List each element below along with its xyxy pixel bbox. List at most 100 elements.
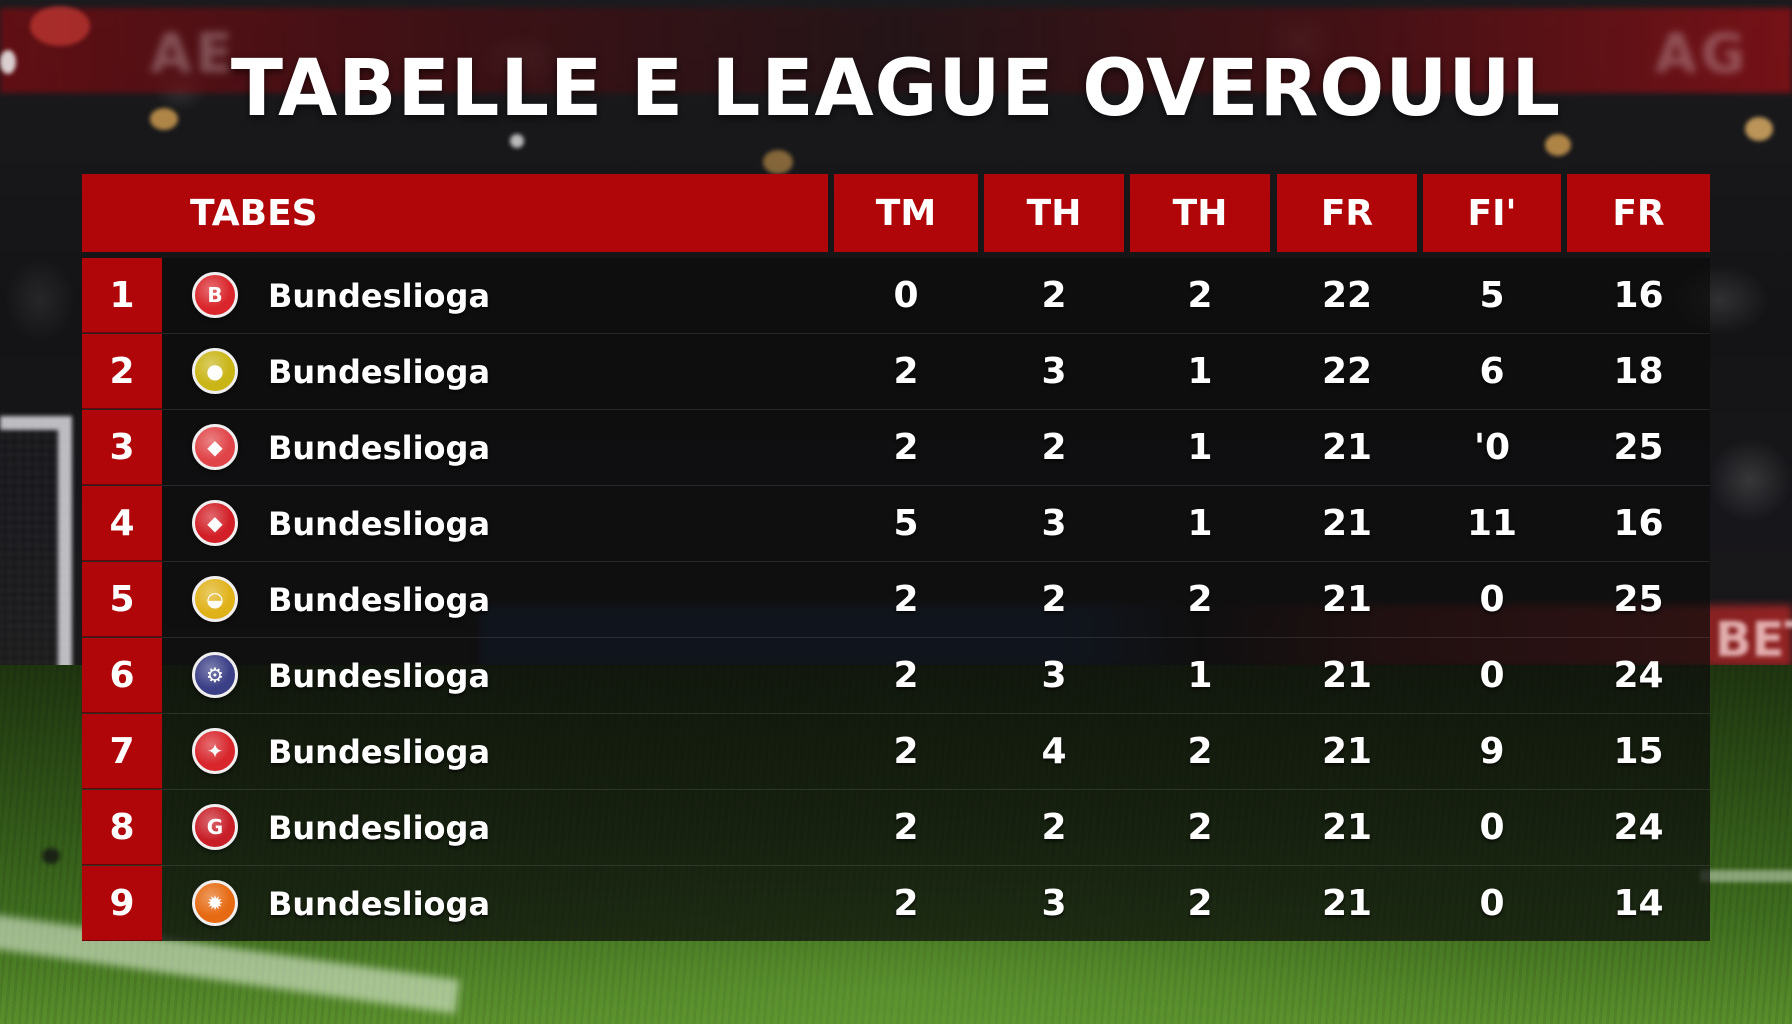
team-crest-icon: ◒ — [192, 576, 238, 622]
stat-cell-5: 5 — [1479, 275, 1505, 316]
column-header-stat-3[interactable]: TH — [1130, 174, 1270, 252]
table-header: TABES TM TH TH FR FI' FR — [82, 174, 1710, 252]
stadium-light — [30, 6, 90, 46]
table-body: 1 B Bundeslioga 0 2 2 22 5 16 2 ● Bundes… — [82, 258, 1710, 941]
column-header-stat-4[interactable]: FR — [1277, 174, 1417, 252]
team-name: Bundeslioga — [268, 884, 491, 923]
table-row[interactable]: 6 ⚙ Bundeslioga 2 3 1 21 0 24 — [82, 637, 1710, 713]
stat-cell-1: 2 — [893, 579, 919, 620]
team-crest-icon: ● — [192, 348, 238, 394]
rank-cell: 6 — [82, 638, 162, 713]
stat-cell-6: 16 — [1613, 503, 1664, 544]
stat-cell-2: 3 — [1041, 655, 1067, 696]
team-crest-icon: ✦ — [192, 728, 238, 774]
stat-cell-1: 2 — [893, 655, 919, 696]
page-title: TABELLE E LEAGUE OVEROUUL — [230, 44, 1562, 134]
rank-cell: 7 — [82, 714, 162, 789]
team-name: Bundeslioga — [268, 276, 491, 315]
team-crest-icon: B — [192, 272, 238, 318]
rank-cell: 5 — [82, 562, 162, 637]
stat-cell-6: 18 — [1613, 351, 1664, 392]
rank-cell: 4 — [82, 486, 162, 561]
stat-cell-4: 21 — [1321, 503, 1373, 544]
column-header-stat-2[interactable]: TH — [984, 174, 1124, 252]
table-row[interactable]: 4 ◆ Bundeslioga 5 3 1 21 11 16 — [82, 485, 1710, 561]
team-name: Bundeslioga — [268, 732, 491, 771]
table-row[interactable]: 5 ◒ Bundeslioga 2 2 2 21 0 25 — [82, 561, 1710, 637]
rank-cell: 8 — [82, 790, 162, 865]
stat-cell-1: 2 — [893, 427, 919, 468]
stat-cell-1: 2 — [893, 807, 919, 848]
stat-cell-3: 2 — [1187, 807, 1213, 848]
stadium-light — [763, 150, 793, 174]
banner-text-right: AG — [1655, 22, 1750, 85]
stat-cell-6: 25 — [1613, 427, 1664, 468]
table-row[interactable]: 8 G Bundeslioga 2 2 2 21 0 24 — [82, 789, 1710, 865]
stat-cell-5: 0 — [1479, 655, 1505, 696]
stat-cell-2: 2 — [1041, 275, 1067, 316]
stadium-light — [150, 108, 178, 130]
stat-cell-3: 1 — [1187, 427, 1213, 468]
table-row[interactable]: 7 ✦ Bundeslioga 2 4 2 21 9 15 — [82, 713, 1710, 789]
stat-cell-4: 21 — [1321, 731, 1373, 772]
team-name: Bundeslioga — [268, 504, 491, 543]
stat-cell-4: 22 — [1321, 351, 1373, 392]
stat-cell-4: 21 — [1321, 883, 1373, 924]
stadium-light — [510, 134, 524, 148]
stat-cell-4: 21 — [1321, 579, 1373, 620]
team-crest-icon: G — [192, 804, 238, 850]
ball-shadow — [42, 848, 60, 864]
column-header-team[interactable]: TABES — [82, 174, 828, 252]
stat-cell-2: 4 — [1041, 731, 1067, 772]
rank-cell: 9 — [82, 866, 162, 941]
stat-cell-1: 5 — [893, 503, 919, 544]
team-name: Bundeslioga — [268, 352, 491, 391]
stat-cell-4: 22 — [1321, 275, 1373, 316]
stat-cell-6: 15 — [1613, 731, 1664, 772]
stat-cell-2: 2 — [1041, 579, 1067, 620]
stat-cell-3: 2 — [1187, 883, 1213, 924]
stat-cell-2: 3 — [1041, 883, 1067, 924]
stat-cell-5: 6 — [1479, 351, 1505, 392]
team-name: Bundeslioga — [268, 580, 491, 619]
column-header-stat-6[interactable]: FR — [1567, 174, 1710, 252]
stat-cell-1: 2 — [893, 351, 919, 392]
rank-cell: 3 — [82, 410, 162, 485]
stat-cell-5: '0 — [1473, 427, 1511, 468]
stat-cell-6: 24 — [1613, 807, 1664, 848]
rank-cell: 2 — [82, 334, 162, 409]
team-crest-icon: ◆ — [192, 500, 238, 546]
team-name: Bundeslioga — [268, 656, 491, 695]
stat-cell-2: 3 — [1041, 351, 1067, 392]
standings-table: TABES TM TH TH FR FI' FR 1 B Bundeslioga… — [82, 174, 1710, 941]
stat-cell-6: 16 — [1613, 275, 1664, 316]
table-row[interactable]: 2 ● Bundeslioga 2 3 1 22 6 18 — [82, 333, 1710, 409]
team-crest-icon: ✹ — [192, 880, 238, 926]
stat-cell-3: 1 — [1187, 351, 1213, 392]
stat-cell-4: 21 — [1321, 807, 1373, 848]
team-name: Bundeslioga — [268, 808, 491, 847]
stat-cell-3: 2 — [1187, 731, 1213, 772]
table-row[interactable]: 3 ◆ Bundeslioga 2 2 1 21 '0 25 — [82, 409, 1710, 485]
stat-cell-3: 2 — [1187, 579, 1213, 620]
team-crest-icon: ◆ — [192, 424, 238, 470]
stat-cell-5: 0 — [1479, 807, 1505, 848]
stat-cell-4: 21 — [1321, 655, 1373, 696]
column-header-stat-5[interactable]: FI' — [1423, 174, 1561, 252]
column-header-stat-1[interactable]: TM — [834, 174, 978, 252]
stat-cell-6: 25 — [1613, 579, 1664, 620]
stat-cell-6: 14 — [1613, 883, 1664, 924]
stadium-light — [0, 50, 16, 74]
stat-cell-2: 2 — [1041, 427, 1067, 468]
banner-text-left: AE — [150, 22, 237, 85]
pitch-line — [1700, 870, 1792, 882]
stat-cell-6: 24 — [1613, 655, 1664, 696]
stat-cell-3: 1 — [1187, 503, 1213, 544]
advertising-board-text: BET — [1715, 612, 1792, 668]
team-name: Bundeslioga — [268, 428, 491, 467]
table-row[interactable]: 9 ✹ Bundeslioga 2 3 2 21 0 14 — [82, 865, 1710, 941]
stat-cell-5: 11 — [1466, 503, 1518, 544]
rank-cell: 1 — [82, 258, 162, 333]
stat-cell-1: 2 — [893, 731, 919, 772]
table-row[interactable]: 1 B Bundeslioga 0 2 2 22 5 16 — [82, 258, 1710, 333]
